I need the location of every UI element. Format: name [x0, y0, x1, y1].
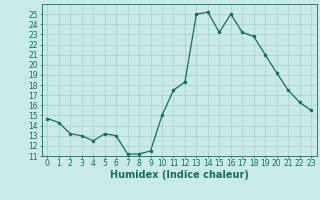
X-axis label: Humidex (Indice chaleur): Humidex (Indice chaleur) [110, 170, 249, 180]
